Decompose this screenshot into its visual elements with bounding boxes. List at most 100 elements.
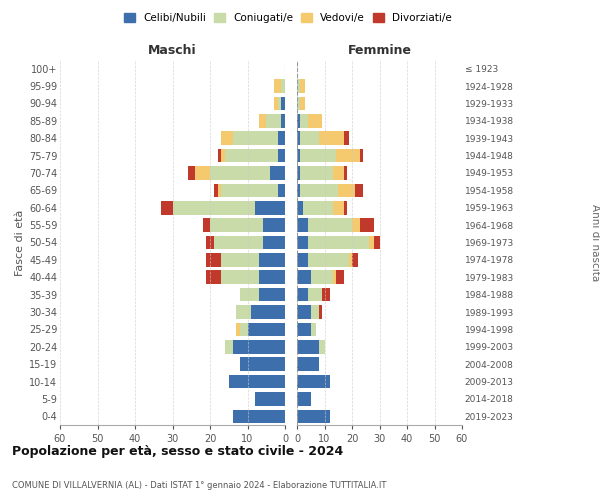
Bar	[259, 270, 285, 284]
Bar	[297, 340, 319, 353]
Bar	[297, 253, 308, 266]
Bar	[352, 253, 358, 266]
Bar	[374, 236, 380, 250]
Bar	[233, 340, 285, 353]
Bar	[297, 184, 300, 197]
Bar	[206, 253, 221, 266]
Bar	[259, 253, 285, 266]
Text: COMUNE DI VILLALVERNIA (AL) - Dati ISTAT 1° gennaio 2024 - Elaborazione TUTTITAL: COMUNE DI VILLALVERNIA (AL) - Dati ISTAT…	[12, 481, 386, 490]
Bar	[274, 96, 277, 110]
Bar	[203, 218, 210, 232]
Bar	[240, 288, 259, 302]
Bar	[187, 166, 195, 180]
Bar	[302, 201, 333, 214]
Bar	[333, 166, 344, 180]
Bar	[263, 218, 285, 232]
Bar	[240, 322, 248, 336]
Bar	[297, 132, 300, 145]
Bar	[221, 270, 259, 284]
Bar	[214, 236, 263, 250]
Bar	[173, 201, 255, 214]
Bar	[236, 305, 251, 319]
Bar	[206, 236, 214, 250]
Bar	[255, 392, 285, 406]
Bar	[300, 96, 305, 110]
Bar	[281, 80, 285, 93]
Bar	[297, 166, 300, 180]
Bar	[338, 184, 355, 197]
Bar	[259, 288, 285, 302]
Bar	[277, 184, 285, 197]
Bar	[300, 114, 308, 128]
Bar	[206, 270, 221, 284]
Bar	[360, 218, 374, 232]
Bar	[308, 236, 368, 250]
Bar	[297, 392, 311, 406]
Bar	[221, 184, 277, 197]
Bar	[368, 236, 374, 250]
Bar	[297, 375, 330, 388]
Bar	[274, 80, 281, 93]
Bar	[300, 149, 335, 162]
Bar	[221, 253, 259, 266]
Bar	[225, 149, 277, 162]
Bar	[300, 132, 319, 145]
Bar	[255, 201, 285, 214]
Bar	[322, 288, 330, 302]
Bar	[297, 322, 311, 336]
Bar	[161, 201, 173, 214]
Bar	[335, 149, 360, 162]
Bar	[251, 305, 285, 319]
Bar	[297, 149, 300, 162]
Bar	[297, 410, 330, 423]
Bar	[277, 132, 285, 145]
Bar	[308, 218, 352, 232]
Bar	[297, 358, 319, 371]
Bar	[319, 340, 325, 353]
Text: Popolazione per età, sesso e stato civile - 2024: Popolazione per età, sesso e stato civil…	[12, 444, 343, 458]
Bar	[281, 96, 285, 110]
Bar	[319, 305, 322, 319]
Bar	[300, 80, 305, 93]
Bar	[297, 288, 308, 302]
Bar	[344, 201, 347, 214]
Bar	[233, 132, 277, 145]
Bar	[210, 218, 263, 232]
Title: Femmine: Femmine	[347, 44, 412, 58]
Bar	[311, 270, 333, 284]
Bar	[270, 166, 285, 180]
Bar	[297, 305, 311, 319]
Title: Maschi: Maschi	[148, 44, 197, 58]
Bar	[248, 322, 285, 336]
Bar	[240, 358, 285, 371]
Bar	[335, 270, 344, 284]
Bar	[225, 340, 233, 353]
Bar	[297, 114, 300, 128]
Bar	[281, 114, 285, 128]
Bar	[297, 201, 302, 214]
Bar	[214, 184, 218, 197]
Y-axis label: Fasce di età: Fasce di età	[14, 210, 25, 276]
Bar	[221, 132, 233, 145]
Bar	[221, 149, 225, 162]
Bar	[311, 305, 319, 319]
Bar	[355, 184, 363, 197]
Bar	[352, 218, 360, 232]
Bar	[263, 236, 285, 250]
Bar	[297, 270, 311, 284]
Bar	[266, 114, 281, 128]
Bar	[229, 375, 285, 388]
Legend: Celibi/Nubili, Coniugati/e, Vedovi/e, Divorziati/e: Celibi/Nubili, Coniugati/e, Vedovi/e, Di…	[121, 10, 455, 26]
Bar	[344, 132, 349, 145]
Y-axis label: Anni di nascita: Anni di nascita	[590, 204, 600, 281]
Bar	[333, 201, 344, 214]
Bar	[319, 132, 344, 145]
Bar	[360, 149, 363, 162]
Bar	[259, 114, 266, 128]
Bar	[300, 184, 338, 197]
Bar	[297, 236, 308, 250]
Bar	[308, 114, 322, 128]
Bar	[277, 149, 285, 162]
Bar	[311, 322, 316, 336]
Bar	[195, 166, 210, 180]
